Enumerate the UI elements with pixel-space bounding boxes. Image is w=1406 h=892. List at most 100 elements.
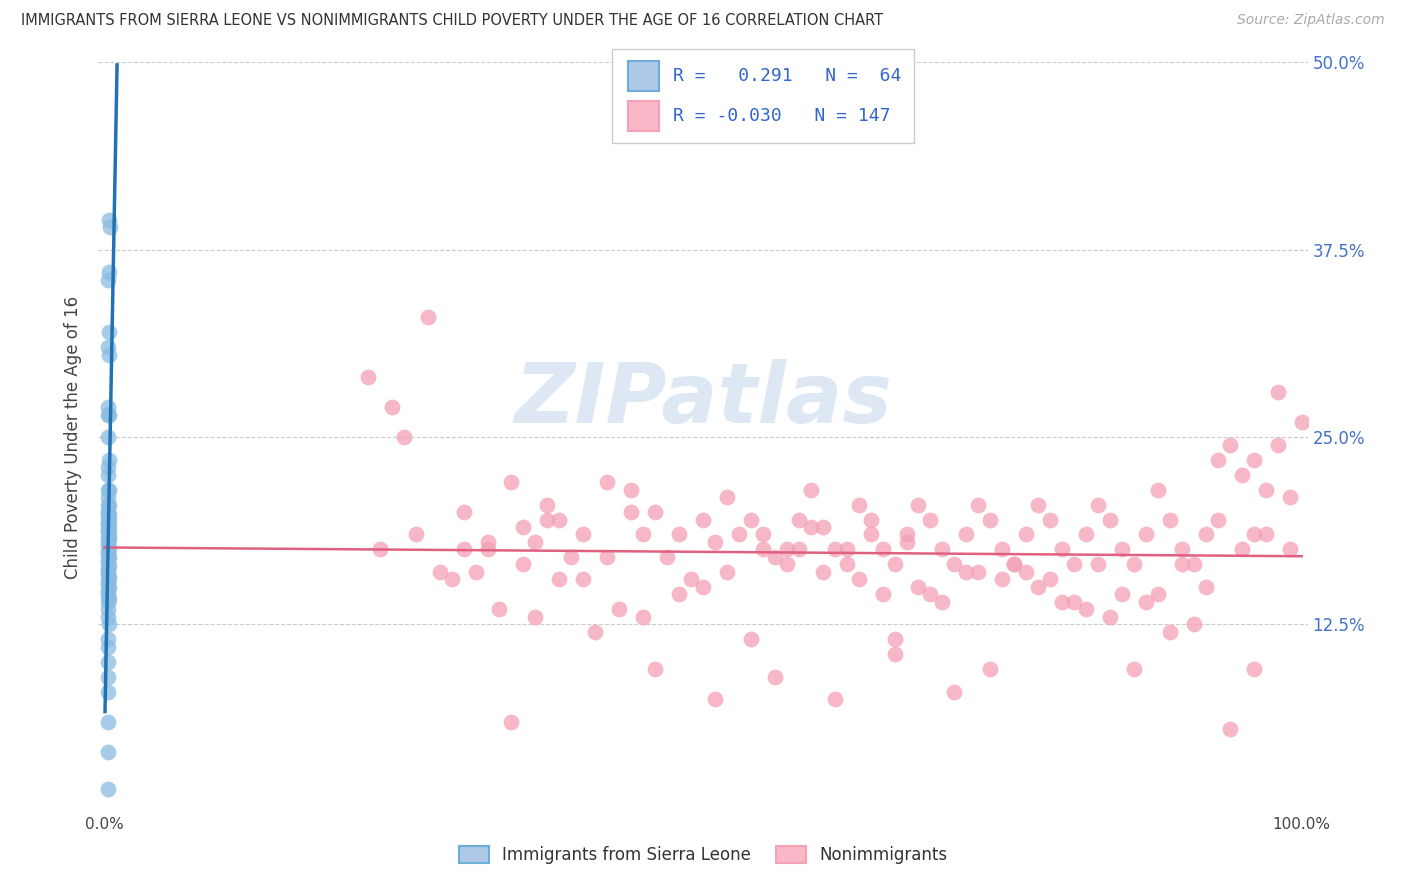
Point	[1063, 558, 1085, 572]
Point	[524, 610, 547, 624]
Point	[835, 558, 858, 572]
Point	[97, 273, 120, 287]
Point	[501, 714, 523, 729]
Point	[97, 685, 120, 699]
Point	[1243, 527, 1265, 541]
Point	[536, 498, 558, 512]
Point	[1015, 527, 1038, 541]
Y-axis label: Child Poverty Under the Age of 16: Child Poverty Under the Age of 16	[65, 295, 83, 579]
Point	[1159, 624, 1181, 639]
Point	[97, 509, 120, 524]
Point	[991, 573, 1014, 587]
Point	[800, 520, 823, 534]
Point	[859, 512, 882, 526]
Point	[97, 516, 120, 530]
Point	[920, 512, 942, 526]
Point	[392, 430, 415, 444]
Point	[704, 535, 727, 549]
Point	[97, 516, 120, 531]
Point	[97, 602, 120, 616]
Point	[97, 574, 120, 588]
Point	[97, 595, 120, 609]
Point	[1026, 498, 1049, 512]
Point	[488, 602, 510, 616]
Point	[1182, 558, 1205, 572]
Point	[991, 542, 1014, 557]
Point	[97, 714, 120, 729]
Point	[512, 558, 534, 572]
Point	[883, 632, 905, 647]
Point	[1050, 595, 1073, 609]
Point	[931, 595, 953, 609]
Point	[955, 565, 977, 579]
Point	[679, 573, 702, 587]
Point	[97, 568, 120, 582]
Point	[1267, 385, 1289, 400]
Point	[97, 610, 120, 624]
Point	[1087, 558, 1109, 572]
Point	[524, 535, 547, 549]
Point	[883, 558, 905, 572]
Point	[98, 265, 121, 279]
Point	[728, 527, 751, 541]
Point	[97, 408, 120, 422]
Point	[1195, 527, 1218, 541]
Point	[1206, 512, 1229, 526]
Point	[1171, 558, 1194, 572]
Text: IMMIGRANTS FROM SIERRA LEONE VS NONIMMIGRANTS CHILD POVERTY UNDER THE AGE OF 16 : IMMIGRANTS FROM SIERRA LEONE VS NONIMMIG…	[21, 13, 883, 29]
Point	[1099, 512, 1122, 526]
Point	[859, 527, 882, 541]
Point	[97, 562, 120, 576]
Point	[97, 430, 120, 444]
Point	[97, 640, 120, 654]
Point	[955, 527, 977, 541]
Point	[548, 512, 571, 526]
Point	[811, 520, 834, 534]
Point	[943, 558, 966, 572]
Point	[1002, 558, 1025, 572]
Point	[1087, 498, 1109, 512]
Point	[98, 571, 121, 585]
Point	[97, 467, 120, 482]
Point	[97, 582, 120, 597]
Point	[405, 527, 427, 541]
Point	[1267, 437, 1289, 451]
Point	[907, 580, 929, 594]
Point	[440, 573, 463, 587]
Point	[752, 527, 775, 541]
Point	[97, 782, 120, 797]
Point	[98, 617, 121, 632]
Point	[620, 505, 643, 519]
Point	[1074, 527, 1097, 541]
Point	[98, 527, 121, 541]
Point	[572, 573, 595, 587]
Point	[896, 527, 918, 541]
Point	[1074, 602, 1097, 616]
Point	[536, 512, 558, 526]
Point	[429, 565, 451, 579]
Point	[1099, 610, 1122, 624]
Point	[752, 542, 775, 557]
Point	[97, 577, 120, 591]
Point	[644, 662, 666, 676]
Point	[560, 549, 582, 564]
Point	[477, 542, 499, 557]
Point	[1230, 542, 1253, 557]
Point	[97, 340, 120, 354]
Point	[1039, 573, 1062, 587]
Point	[668, 587, 690, 601]
Point	[97, 535, 120, 549]
Point	[1219, 437, 1241, 451]
Point	[943, 685, 966, 699]
Point	[979, 512, 1001, 526]
Point	[98, 580, 121, 594]
Point	[97, 505, 120, 519]
Text: R =   0.291   N =  64: R = 0.291 N = 64	[673, 67, 901, 85]
Point	[1278, 542, 1301, 557]
Point	[1171, 542, 1194, 557]
Point	[1243, 662, 1265, 676]
Text: ZIPatlas: ZIPatlas	[515, 359, 891, 440]
Point	[97, 745, 120, 759]
Point	[98, 408, 121, 422]
Point	[97, 589, 120, 603]
